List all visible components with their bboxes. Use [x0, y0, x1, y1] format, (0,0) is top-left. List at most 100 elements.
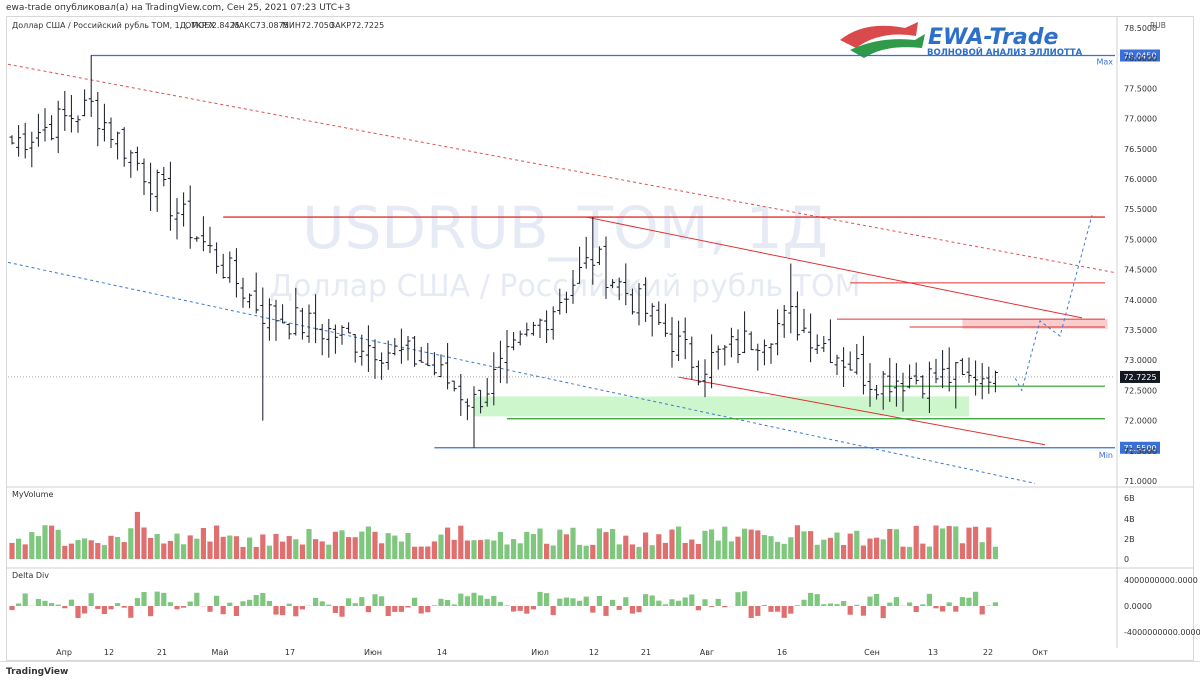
delta-bar [240, 601, 245, 606]
ohlc-bar [993, 371, 998, 393]
price-tick-label: 75.5000 [1124, 205, 1157, 214]
volume-bar [95, 543, 100, 559]
delta-bar [716, 599, 721, 606]
ohlc-bar [736, 329, 741, 363]
ohlc-bar [16, 125, 21, 157]
ohlc-bar [128, 150, 133, 178]
delta-bar [920, 604, 925, 606]
delta-bar [115, 603, 120, 606]
ohlc-bar [241, 278, 246, 308]
volume-bar [115, 537, 120, 559]
volume-bar [537, 529, 542, 559]
delta-bar [353, 603, 358, 606]
delta-bar [280, 606, 285, 615]
ohlc-bar [749, 331, 754, 350]
delta-bar [82, 606, 87, 613]
time-tick-label: Май [211, 648, 228, 657]
volume-bar [531, 534, 536, 559]
ohlc-bar [769, 343, 774, 364]
volume-bar [795, 525, 800, 559]
ohlc-bar [544, 310, 549, 343]
ohlc-bar [458, 374, 463, 416]
delta-bar [49, 603, 54, 606]
delta-bar [168, 602, 173, 606]
delta-bar [135, 598, 140, 606]
delta-bar [749, 606, 754, 618]
ohlc-bar [89, 55, 94, 117]
ohlc-bar [419, 347, 424, 363]
ohlc-bar [300, 308, 305, 340]
delta-bar [260, 593, 265, 606]
support-zone [474, 396, 969, 416]
delta-bar [927, 594, 932, 606]
volume-bar [980, 542, 985, 559]
volume-bar [947, 526, 952, 559]
volume-bar [438, 535, 443, 559]
delta-bar [650, 595, 655, 606]
delta-bar [62, 606, 67, 608]
volume-bar [841, 545, 846, 559]
time-tick-label: 14 [437, 648, 447, 657]
volume-bar [320, 541, 325, 559]
delta-bar [333, 606, 338, 613]
volume-bar [333, 532, 338, 559]
price-tick-label: 78.0000 [1124, 54, 1157, 63]
delta-bar [742, 591, 747, 606]
delta-bar [419, 606, 424, 613]
delta-bar [9, 606, 14, 610]
delta-bar [379, 596, 384, 606]
ohlc-bar [227, 251, 232, 282]
ohlc-bar [234, 248, 239, 297]
volume-bar [524, 532, 529, 559]
volume-bar [478, 540, 483, 559]
volume-bar [636, 547, 641, 559]
volume-bar [419, 547, 424, 559]
symbol-high: МАКС73.0875 [232, 21, 289, 30]
ohlc-bar [69, 95, 74, 132]
delta-bar [485, 599, 490, 606]
time-tick-label: 12 [104, 648, 114, 657]
volume-bar [689, 540, 694, 559]
delta-bar [458, 594, 463, 606]
time-tick-label: Июл [531, 648, 549, 657]
volume-bar [848, 534, 853, 559]
volume-bar [161, 543, 166, 559]
volume-bar [808, 531, 813, 559]
volume-bar [36, 536, 41, 559]
delta-bar [524, 606, 529, 614]
delta-bar [768, 606, 773, 612]
volume-tick-label: 2B [1124, 535, 1135, 544]
ohlc-bar [841, 347, 846, 387]
volume-bar [669, 529, 674, 559]
logo-name: EWA-Trade [928, 25, 1058, 50]
ohlc-bar [524, 323, 529, 337]
delta-bar [867, 597, 872, 606]
delta-bar [148, 606, 153, 616]
delta-bar [188, 602, 193, 606]
delta-bar [782, 606, 787, 618]
volume-bar [273, 534, 278, 559]
delta-bar [544, 593, 549, 606]
ohlc-bar [425, 343, 430, 366]
delta-bar [366, 606, 371, 612]
ohlc-bar [973, 360, 978, 395]
volume-bar [973, 527, 978, 559]
logo-tagline: ВОЛНОВОЙ АНАЛИЗ ЭЛЛИОТТА [927, 46, 1083, 58]
volume-bar [188, 535, 193, 559]
delta-tick-label: -4000000000.0000 [1124, 628, 1200, 637]
volume-bar [207, 542, 212, 559]
delta-panel: 4000000000.00000.0000-4000000000.0000 [9, 576, 1200, 637]
delta-bar [775, 606, 780, 612]
volume-bar [768, 536, 773, 559]
volume-bar [643, 533, 648, 559]
volume-bar [854, 531, 859, 559]
delta-tick-label: 0.0000 [1124, 602, 1152, 611]
price-tick-label: 77.0000 [1124, 115, 1157, 124]
volume-bar [412, 547, 417, 559]
delta-bar [702, 599, 707, 606]
delta-bar [788, 606, 793, 614]
delta-bar [960, 597, 965, 606]
volume-bar [597, 528, 602, 559]
delta-bar [854, 605, 859, 606]
